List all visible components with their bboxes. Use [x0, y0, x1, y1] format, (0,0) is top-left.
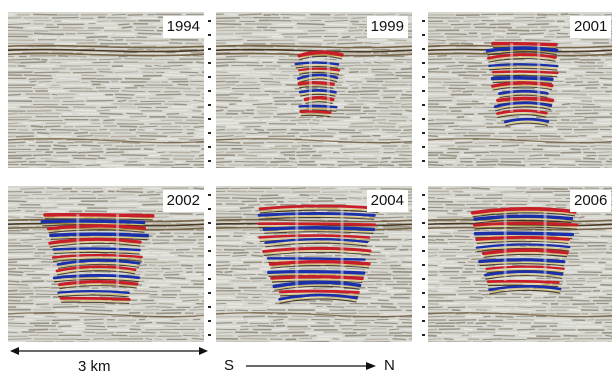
seismic-panel-1994: 1994 [8, 12, 204, 168]
depth-tick [422, 222, 425, 224]
depth-tick [422, 48, 425, 50]
depth-tick [422, 62, 425, 64]
seismic-panel-2002: 2002 [8, 186, 204, 342]
seismic-panel-2001: 2001 [428, 12, 612, 168]
depth-tick [422, 208, 425, 210]
depth-tick [422, 118, 425, 120]
depth-tick [422, 320, 425, 322]
depth-tick [208, 104, 211, 106]
depth-tick [422, 160, 425, 162]
panel-year-label: 2004 [366, 190, 408, 212]
depth-tick [422, 146, 425, 148]
depth-tick [208, 160, 211, 162]
seismic-section-image [8, 12, 204, 168]
depth-tick [208, 264, 211, 266]
scale-length-label: 3 km [78, 358, 111, 375]
depth-tick [422, 104, 425, 106]
depth-tick [208, 306, 211, 308]
depth-ticks [422, 186, 426, 342]
seismic-panel-2006: 2006 [428, 186, 612, 342]
depth-tick [208, 236, 211, 238]
depth-tick [422, 194, 425, 196]
seismic-panel-1999: 1999 [216, 12, 412, 168]
depth-tick [208, 208, 211, 210]
depth-tick [208, 194, 211, 196]
depth-tick [208, 76, 211, 78]
depth-ticks [208, 12, 212, 168]
depth-tick [208, 222, 211, 224]
depth-tick [208, 62, 211, 64]
depth-tick [422, 76, 425, 78]
depth-tick [208, 146, 211, 148]
depth-tick [208, 90, 211, 92]
seismic-section-image [428, 12, 612, 168]
depth-tick [422, 250, 425, 252]
depth-tick [422, 334, 425, 336]
depth-tick [422, 34, 425, 36]
panel-year-label: 1999 [366, 16, 408, 38]
depth-tick [422, 90, 425, 92]
depth-tick [208, 20, 211, 22]
depth-tick [422, 264, 425, 266]
depth-ticks [208, 186, 212, 342]
depth-tick [422, 306, 425, 308]
depth-tick [208, 334, 211, 336]
seismic-section-image [428, 186, 612, 342]
seismic-section-image [8, 186, 204, 342]
panel-year-label: 2001 [570, 16, 612, 38]
seismic-section-image [216, 12, 412, 168]
direction-south-label: S [224, 357, 235, 374]
scale-bar-arrow [10, 347, 208, 355]
panel-year-label: 2002 [162, 190, 204, 212]
depth-ticks [422, 12, 426, 168]
seismic-section-image [216, 186, 412, 342]
seismic-panel-2004: 2004 [216, 186, 412, 342]
depth-tick [422, 236, 425, 238]
depth-tick [422, 20, 425, 22]
depth-tick [208, 278, 211, 280]
depth-tick [208, 48, 211, 50]
depth-tick [422, 292, 425, 294]
panel-year-label: 2006 [570, 190, 612, 212]
depth-tick [208, 250, 211, 252]
depth-tick [422, 278, 425, 280]
depth-tick [208, 132, 211, 134]
panel-year-label: 1994 [162, 16, 204, 38]
depth-tick [208, 118, 211, 120]
direction-north-label: N [384, 357, 395, 374]
depth-tick [208, 292, 211, 294]
depth-tick [208, 320, 211, 322]
direction-arrow [246, 362, 376, 370]
depth-tick [208, 34, 211, 36]
depth-tick [422, 132, 425, 134]
